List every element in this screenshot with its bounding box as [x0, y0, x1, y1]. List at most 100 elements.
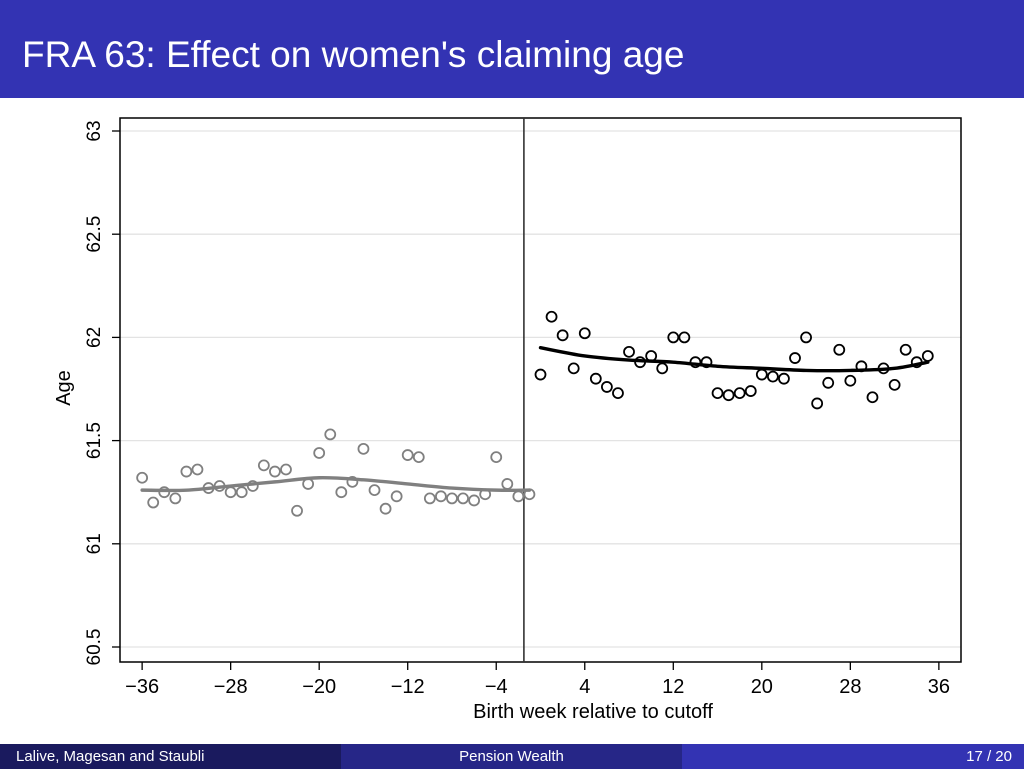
point-before-cutoff: [512, 490, 525, 503]
x-tick-label: 12: [662, 676, 684, 698]
x-axis-label: Birth week relative to cutoff: [473, 701, 713, 723]
point-after-cutoff: [545, 310, 558, 323]
point-after-cutoff: [766, 370, 779, 383]
x-tick-label: 20: [751, 676, 773, 698]
chart-area: 60.5 61 61.5 62 62.5 63 −36 −28 −20 −12 −4 4 12 20 28…: [0, 98, 1024, 744]
point-after-cutoff: [578, 327, 591, 340]
fit-line-before-cutoff: [140, 475, 532, 493]
point-before-cutoff: [379, 502, 392, 515]
point-before-cutoff: [202, 482, 215, 494]
x-axis-ticks: −36 −28 −20 −12 −4 4 12 20 28 36: [125, 662, 950, 698]
point-before-cutoff: [357, 442, 370, 455]
plot-frame: [119, 117, 962, 663]
point-before-cutoff: [213, 480, 226, 492]
point-before-cutoff: [313, 447, 326, 459]
point-before-cutoff: [468, 494, 481, 507]
point-before-cutoff: [246, 480, 259, 492]
y-tick-label: 61: [84, 533, 105, 554]
point-before-cutoff: [257, 459, 270, 472]
point-after-cutoff: [899, 343, 912, 356]
point-after-cutoff: [600, 381, 613, 393]
point-after-cutoff: [612, 387, 624, 400]
x-tick-label: −4: [485, 676, 508, 698]
point-before-cutoff: [302, 478, 315, 490]
data-points: [136, 310, 934, 517]
x-tick-label: 4: [579, 676, 590, 698]
footer-section: Pension Wealth: [341, 744, 682, 769]
point-before-cutoff: [235, 486, 248, 499]
point-after-cutoff: [567, 362, 580, 375]
y-tick-label: 60.5: [84, 629, 105, 666]
point-after-cutoff: [755, 368, 768, 381]
point-after-cutoff: [534, 368, 547, 381]
point-before-cutoff: [523, 488, 536, 501]
point-before-cutoff: [335, 486, 348, 499]
point-after-cutoff: [921, 350, 934, 362]
y-tick-label: 61.5: [84, 422, 105, 459]
point-before-cutoff: [479, 488, 492, 501]
x-tick-label: 28: [839, 676, 861, 698]
point-before-cutoff: [291, 504, 303, 517]
point-before-cutoff: [368, 484, 381, 497]
point-before-cutoff: [191, 463, 204, 476]
slide-title: FRA 63: Effect on women's claiming age: [22, 34, 685, 75]
point-before-cutoff: [280, 463, 292, 476]
point-before-cutoff: [435, 490, 447, 503]
point-before-cutoff: [401, 449, 414, 461]
point-after-cutoff: [722, 389, 735, 402]
point-before-cutoff: [180, 465, 193, 478]
point-after-cutoff: [778, 372, 790, 385]
point-after-cutoff: [833, 343, 846, 356]
point-after-cutoff: [744, 385, 757, 397]
y-axis-ticks: 60.5 61 61.5 62 62.5 63: [84, 120, 120, 665]
footer-bar: Lalive, Magesan and Staubli Pension Weal…: [0, 744, 1024, 769]
point-after-cutoff: [733, 387, 746, 400]
point-before-cutoff: [390, 490, 403, 503]
y-tick-label: 63: [84, 120, 105, 141]
point-after-cutoff: [811, 397, 824, 410]
point-before-cutoff: [147, 496, 160, 509]
point-after-cutoff: [634, 356, 646, 369]
point-before-cutoff: [423, 492, 436, 505]
grid-lines: [120, 130, 961, 648]
x-tick-label: −36: [125, 676, 159, 698]
point-after-cutoff: [855, 360, 868, 373]
point-after-cutoff: [556, 329, 569, 342]
point-after-cutoff: [689, 356, 702, 369]
point-before-cutoff: [490, 451, 503, 464]
point-before-cutoff: [158, 486, 171, 499]
fit-lines: [140, 346, 930, 493]
footer-page-number: 17 / 20: [682, 744, 1024, 769]
point-before-cutoff: [346, 475, 359, 488]
point-after-cutoff: [678, 331, 691, 344]
point-after-cutoff: [800, 331, 812, 344]
point-after-cutoff: [623, 345, 635, 358]
point-before-cutoff: [457, 492, 469, 505]
point-before-cutoff: [324, 428, 337, 441]
y-tick-label: 62.5: [84, 216, 105, 253]
point-before-cutoff: [169, 492, 182, 505]
point-after-cutoff: [700, 356, 713, 369]
point-after-cutoff: [910, 356, 923, 369]
point-after-cutoff: [822, 376, 835, 389]
point-after-cutoff: [866, 391, 879, 404]
x-tick-label: −12: [391, 676, 425, 698]
point-after-cutoff: [711, 387, 724, 400]
title-bar: FRA 63: Effect on women's claiming age: [0, 0, 1024, 98]
x-tick-label: 36: [928, 676, 950, 698]
point-before-cutoff: [412, 451, 425, 464]
fit-line-after-cutoff: [538, 346, 930, 373]
point-after-cutoff: [789, 352, 801, 364]
point-after-cutoff: [877, 362, 890, 375]
point-before-cutoff: [269, 465, 281, 478]
point-after-cutoff: [888, 378, 901, 391]
point-before-cutoff: [446, 492, 458, 505]
y-axis-label: Age: [53, 370, 75, 406]
point-before-cutoff: [224, 486, 237, 499]
point-after-cutoff: [589, 372, 602, 385]
x-tick-label: −20: [302, 676, 336, 698]
point-before-cutoff: [136, 471, 149, 484]
y-tick-label: 62: [84, 327, 105, 348]
point-after-cutoff: [667, 331, 680, 344]
point-before-cutoff: [501, 478, 514, 490]
